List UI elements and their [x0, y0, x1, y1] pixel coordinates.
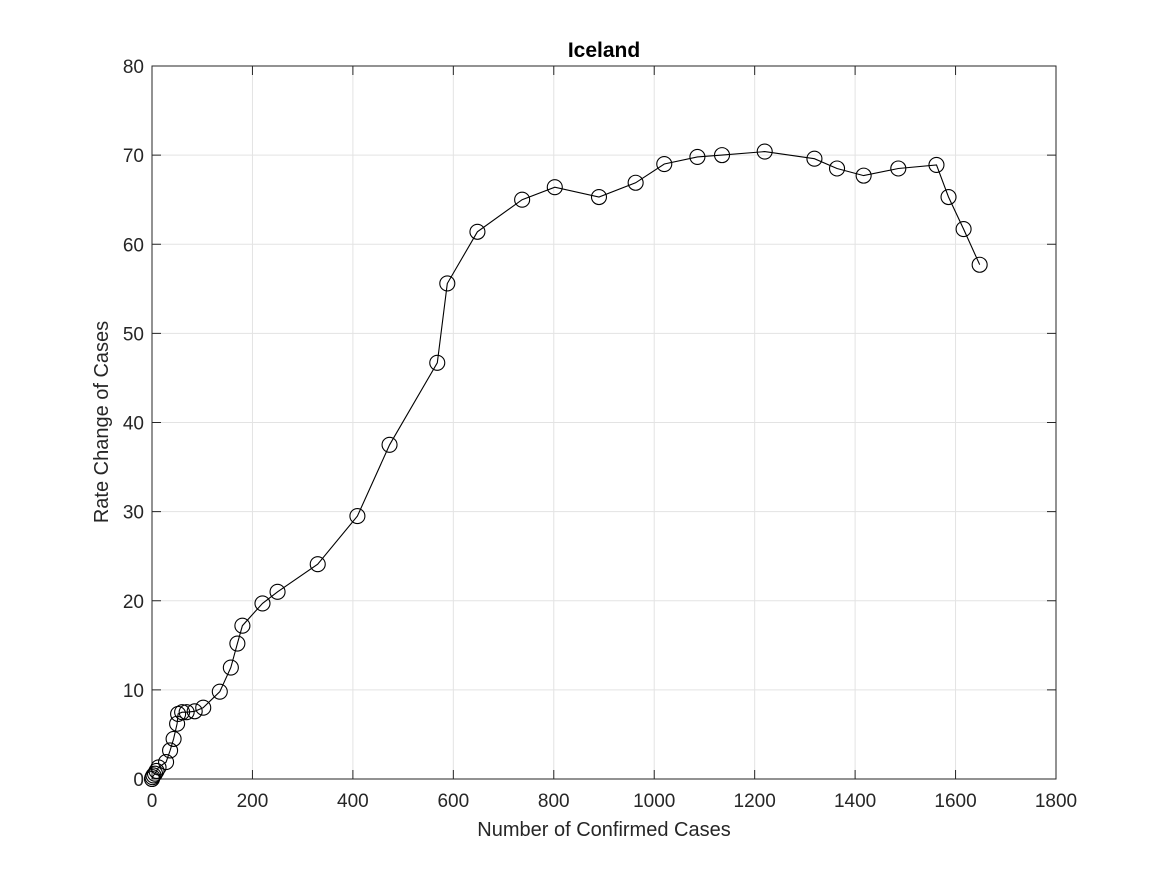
data-point — [890, 160, 907, 177]
data-point — [955, 221, 972, 238]
data-point — [195, 699, 212, 716]
x-tick-label: 200 — [237, 791, 269, 812]
data-point — [469, 223, 486, 240]
data-point — [158, 754, 175, 771]
y-tick-label: 0 — [133, 770, 144, 791]
data-point — [169, 715, 186, 732]
x-tick-label: 0 — [147, 791, 158, 812]
chart-title: Iceland — [568, 39, 640, 62]
grid — [152, 66, 1056, 779]
data-point — [269, 583, 286, 600]
data-point — [174, 704, 191, 721]
x-tick-label: 1000 — [633, 791, 675, 812]
y-tick-label: 70 — [123, 146, 144, 167]
data-point — [806, 150, 823, 167]
x-tick-label: 1800 — [1035, 791, 1077, 812]
y-axis-label: Rate Change of Cases — [91, 321, 113, 523]
data-point — [162, 742, 179, 759]
data-point — [627, 174, 644, 191]
y-tick-label: 50 — [123, 324, 144, 345]
x-tick-label: 800 — [538, 791, 570, 812]
data-point — [145, 767, 162, 784]
data-point — [229, 635, 246, 652]
series-line — [151, 151, 981, 780]
y-tick-label: 80 — [123, 57, 144, 78]
data-point — [165, 730, 182, 747]
data-point — [186, 703, 203, 720]
data-point — [148, 762, 165, 780]
data-point — [254, 595, 271, 612]
data-series — [143, 143, 988, 788]
x-tick-label: 400 — [337, 791, 369, 812]
data-point — [590, 188, 608, 206]
data-point — [689, 148, 706, 165]
data-point — [429, 354, 446, 371]
data-point — [178, 704, 195, 721]
data-point — [855, 167, 872, 184]
data-point — [828, 160, 846, 177]
data-point — [234, 617, 251, 634]
data-point — [514, 191, 531, 208]
data-point — [439, 275, 456, 292]
y-tick-label: 20 — [123, 592, 144, 613]
x-tick-label: 1200 — [734, 791, 776, 812]
data-point — [349, 508, 366, 525]
axis-ticks: 0 200 400 600 800 1000 1200 1400 1600 1800 0 10 20 30… — [123, 57, 1077, 812]
data-point — [756, 143, 773, 160]
data-point — [309, 556, 326, 573]
data-point — [971, 256, 988, 273]
y-tick-label: 40 — [123, 414, 144, 435]
data-point — [211, 683, 228, 700]
data-point — [656, 155, 673, 173]
data-point — [928, 156, 945, 173]
y-tick-label: 60 — [123, 235, 144, 256]
data-point — [222, 659, 239, 676]
data-point — [546, 179, 563, 196]
y-tick-label: 10 — [123, 681, 144, 702]
data-point — [713, 147, 731, 164]
x-tick-label: 1400 — [834, 791, 876, 812]
data-point — [940, 188, 957, 206]
data-point — [381, 436, 398, 453]
x-tick-label: 1600 — [934, 791, 976, 812]
y-tick-label: 30 — [123, 503, 144, 524]
x-axis-label: Number of Confirmed Cases — [477, 819, 730, 841]
x-tick-label: 600 — [437, 791, 469, 812]
